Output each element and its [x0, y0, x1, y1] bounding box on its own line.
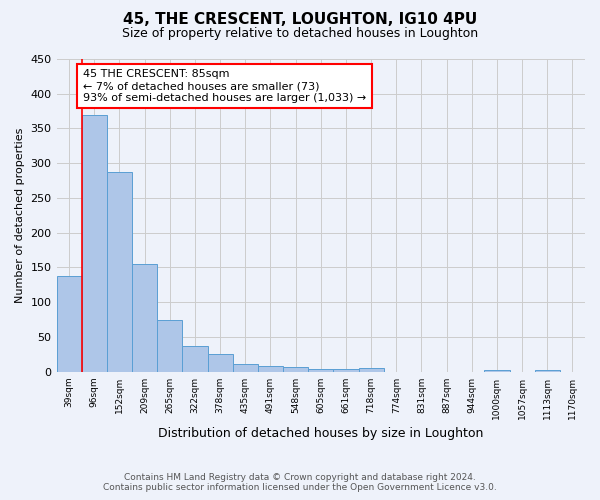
Bar: [258, 366, 283, 372]
Bar: [283, 367, 308, 372]
Y-axis label: Number of detached properties: Number of detached properties: [15, 128, 25, 303]
Bar: [132, 264, 157, 372]
Bar: [182, 346, 208, 372]
Bar: [56, 276, 82, 372]
Text: 45, THE CRESCENT, LOUGHTON, IG10 4PU: 45, THE CRESCENT, LOUGHTON, IG10 4PU: [123, 12, 477, 28]
Text: Contains HM Land Registry data © Crown copyright and database right 2024.
Contai: Contains HM Land Registry data © Crown c…: [103, 473, 497, 492]
Bar: [308, 369, 334, 372]
Bar: [359, 368, 383, 372]
Bar: [334, 369, 359, 372]
Text: 45 THE CRESCENT: 85sqm
← 7% of detached houses are smaller (73)
93% of semi-deta: 45 THE CRESCENT: 85sqm ← 7% of detached …: [83, 70, 366, 102]
Bar: [233, 364, 258, 372]
Bar: [535, 370, 560, 372]
Bar: [208, 354, 233, 372]
Bar: [82, 114, 107, 372]
Bar: [107, 172, 132, 372]
Bar: [484, 370, 509, 372]
Bar: [157, 320, 182, 372]
X-axis label: Distribution of detached houses by size in Loughton: Distribution of detached houses by size …: [158, 427, 484, 440]
Text: Size of property relative to detached houses in Loughton: Size of property relative to detached ho…: [122, 28, 478, 40]
